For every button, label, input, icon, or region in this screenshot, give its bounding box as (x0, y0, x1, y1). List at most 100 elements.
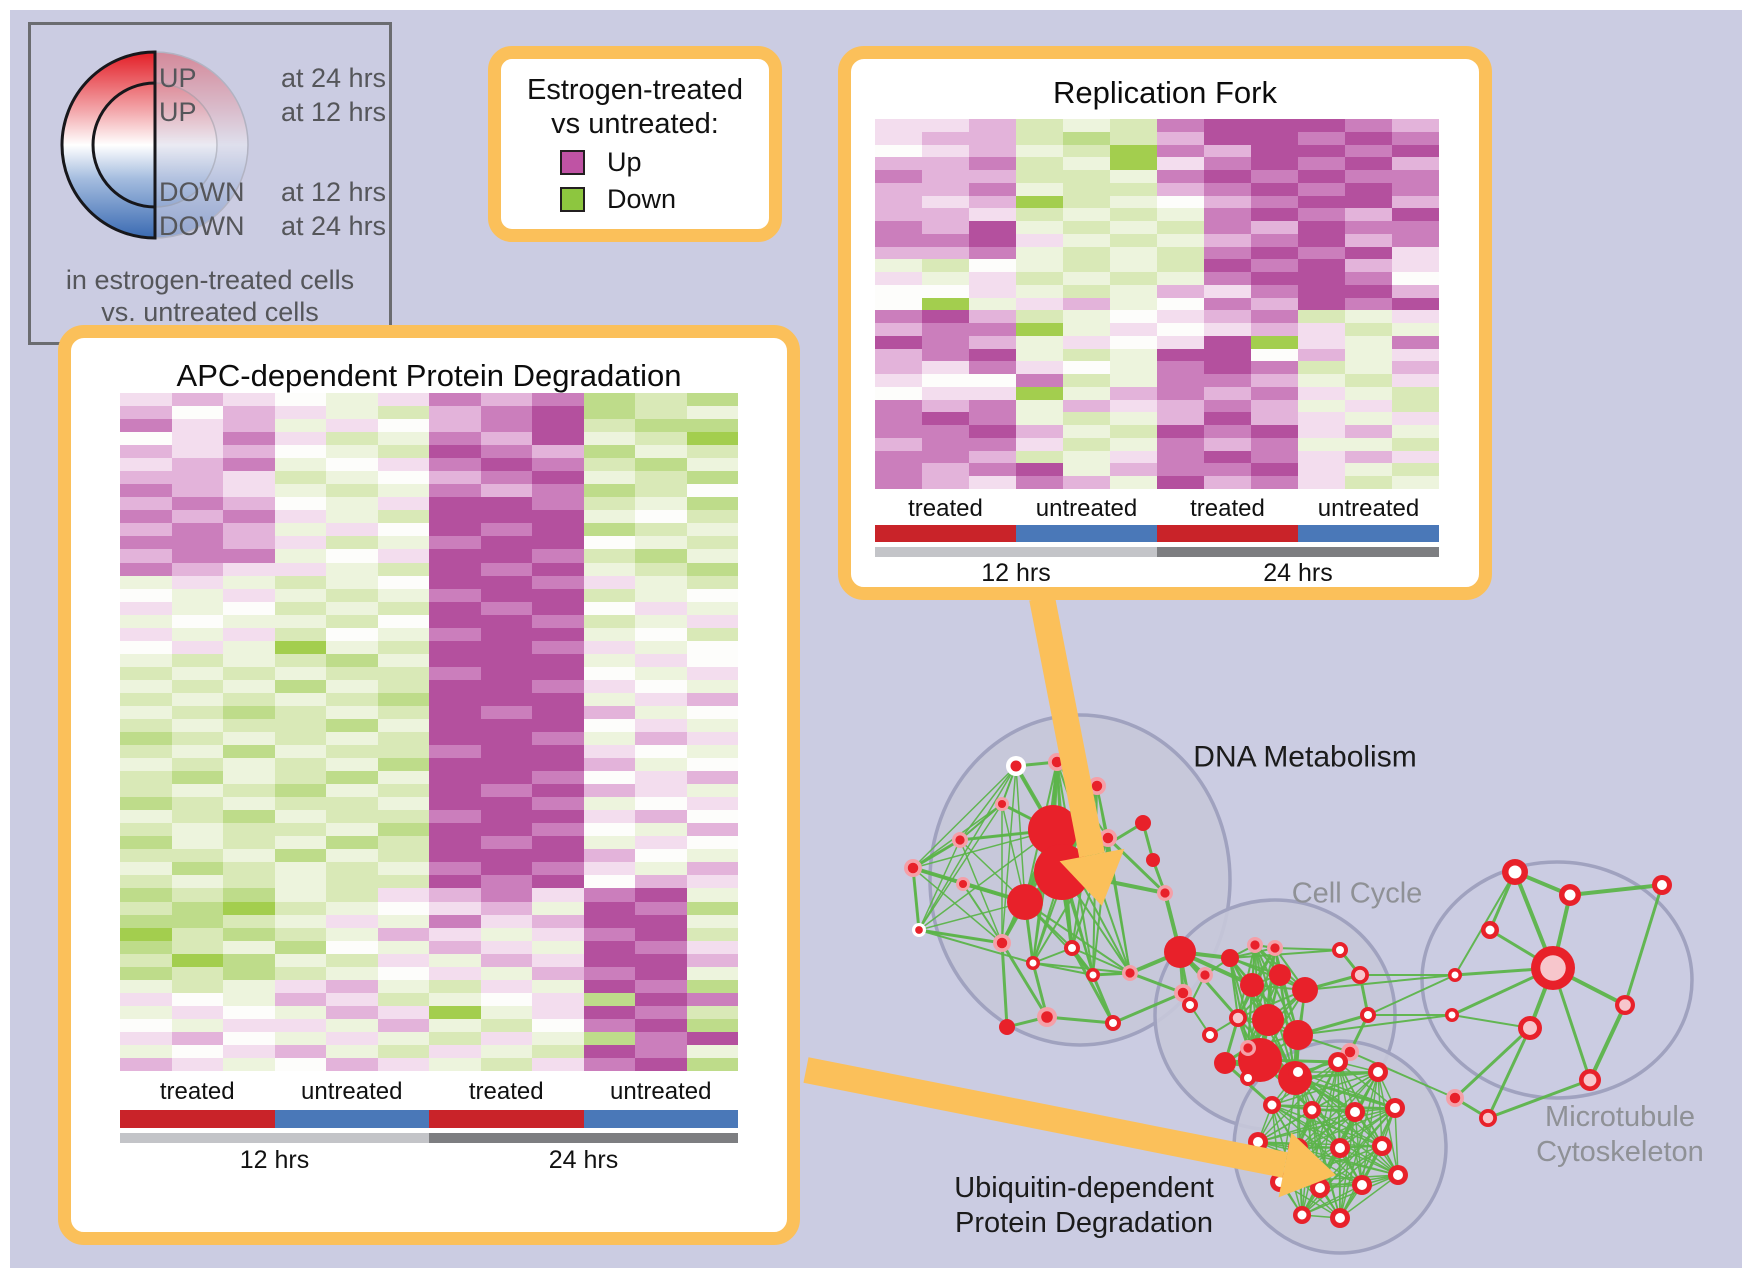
network-node-core (1068, 944, 1076, 952)
network-node-core (1244, 1074, 1252, 1082)
network-node-core (1250, 940, 1260, 950)
heatmap-cell (171, 549, 223, 563)
heatmap-cell (686, 888, 738, 902)
heatmap-cell (686, 992, 738, 1006)
heatmap-cell (120, 406, 172, 420)
network-edge (1301, 1174, 1399, 1216)
heatmap-cell (223, 601, 275, 615)
network-edge (912, 838, 961, 870)
time-bar-segment (875, 547, 1157, 557)
heatmap-cell (1157, 246, 1204, 260)
heatmap-cell (1392, 425, 1439, 438)
heatmap-cell (1063, 412, 1110, 426)
heatmap-cell (969, 182, 1016, 196)
heatmap-cell (480, 640, 532, 654)
heatmap-cell (171, 797, 223, 811)
heatmap-cell (377, 406, 429, 420)
heatmap-cell (583, 549, 635, 563)
heatmap-cell (969, 170, 1016, 183)
heatmap-cell (1298, 246, 1345, 260)
heatmap-cell (1110, 425, 1157, 438)
heatmap-cell (532, 1018, 584, 1032)
heatmap-cell (480, 575, 532, 589)
network-edge (1257, 1107, 1396, 1143)
heatmap-cell (223, 692, 275, 706)
heatmap-cell (635, 458, 687, 472)
heatmap-cell (223, 1005, 275, 1019)
heatmap-cell (274, 497, 326, 511)
heatmap-cell (120, 419, 172, 433)
heatmap-cell (635, 1018, 687, 1032)
network-node-core (1315, 1183, 1325, 1193)
heatmap-cell (635, 979, 687, 993)
heatmap-cell (1392, 246, 1439, 260)
heatmap-cell (686, 927, 738, 941)
heatmap-cell (686, 575, 738, 589)
heatmap-cell (1392, 297, 1439, 311)
heatmap-cell (326, 862, 378, 876)
heatmap-cell (480, 705, 532, 719)
heatmap-cell (377, 653, 429, 667)
heatmap-cell (1345, 399, 1392, 413)
heatmap-cell (326, 562, 378, 576)
heatmap-cell (532, 445, 584, 459)
heatmap-cell (377, 992, 429, 1006)
heatmap-cell (480, 432, 532, 446)
heatmap-cell (120, 992, 172, 1006)
heatmap-cell (480, 823, 532, 837)
heatmap-cell (326, 679, 378, 693)
heatmap-cell (532, 1005, 584, 1019)
heatmap-cell (1392, 437, 1439, 451)
treatment-bar-segment (875, 525, 1016, 542)
network-node-core (958, 879, 968, 889)
network-node-core (1200, 970, 1210, 980)
heatmap-cell (171, 601, 223, 615)
heatmap-cell (274, 471, 326, 485)
heatmap-cell (1016, 335, 1063, 349)
network-edge (1623, 884, 1664, 1006)
heatmap-cell (1345, 119, 1392, 132)
heatmap-cell (969, 208, 1016, 222)
heatmap-cell (120, 836, 172, 850)
heatmap-cell (583, 419, 635, 433)
heatmap-cell (532, 940, 584, 954)
heatmap-cell (326, 601, 378, 615)
heatmap-cell (969, 361, 1016, 375)
heatmap-cell (875, 463, 922, 477)
heatmap-cell (922, 361, 969, 375)
heatmap-cell (223, 1057, 275, 1071)
heatmap-cell (1110, 233, 1157, 247)
heatmap-cell (1251, 374, 1298, 387)
heatmap-cell (686, 901, 738, 915)
heatmap-cell (532, 653, 584, 667)
heatmap-cell (326, 458, 378, 472)
network-edge (1588, 1004, 1627, 1081)
network-node-core (1051, 756, 1063, 768)
network-node (1252, 1004, 1284, 1036)
heatmap-cell (326, 940, 378, 954)
color-key-title-line2: vs untreated: (551, 108, 719, 140)
heatmap-cell (635, 1044, 687, 1058)
heatmap-cell (377, 601, 429, 615)
heatmap-cell (171, 653, 223, 667)
heatmap-cell (1345, 246, 1392, 260)
heatmap-cell (171, 771, 223, 785)
heatmap-cell (635, 745, 687, 759)
treatment-group-label: untreated (301, 1078, 403, 1105)
heatmap-cell (171, 1057, 223, 1071)
heatmap-cell (1204, 361, 1251, 375)
heatmap-cell (532, 927, 584, 941)
network-node-core (1390, 1103, 1400, 1113)
heatmap-cell (171, 940, 223, 954)
heatmap-cell (583, 406, 635, 420)
heatmap-cell (635, 705, 687, 719)
heatmap-cell (120, 627, 172, 641)
heatmap-cell (223, 992, 275, 1006)
heatmap-cell (1298, 259, 1345, 273)
heatmap-cell (171, 705, 223, 719)
heatmap-cell (1063, 221, 1110, 234)
heatmap-cell (1157, 233, 1204, 247)
network-edge (1339, 1147, 1399, 1176)
heatmap-cell (583, 445, 635, 459)
heatmap-cell (1110, 297, 1157, 311)
